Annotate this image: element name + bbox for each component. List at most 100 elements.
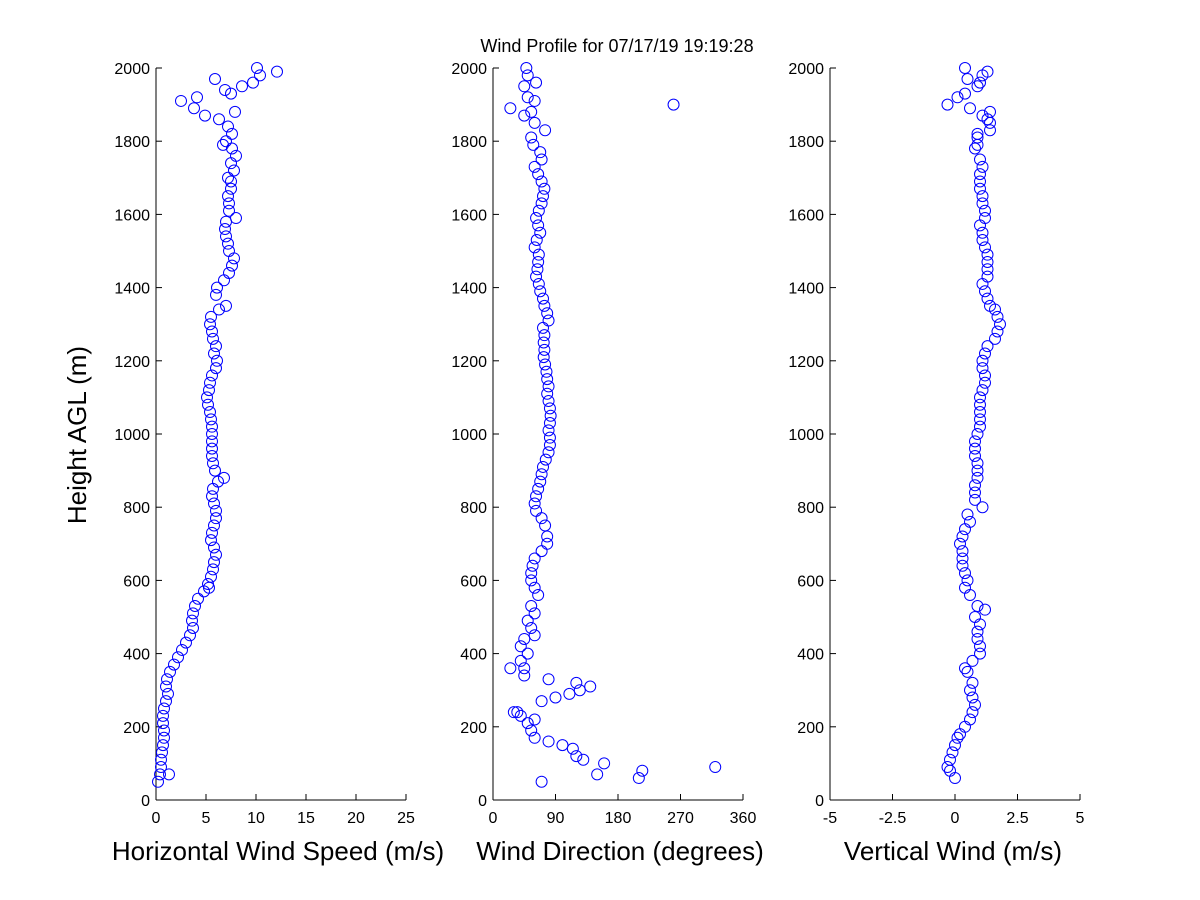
data-point xyxy=(984,124,996,137)
data-point xyxy=(535,775,548,788)
data-point xyxy=(205,534,217,547)
data-point xyxy=(154,768,166,781)
x-axis-label: Horizontal Wind Speed (m/s) xyxy=(112,836,444,866)
data-point xyxy=(537,336,550,349)
data-point xyxy=(974,647,986,660)
data-point xyxy=(944,764,956,777)
data-point xyxy=(528,552,541,565)
data-point xyxy=(168,658,180,671)
data-point xyxy=(974,182,986,195)
data-point xyxy=(541,387,554,400)
data-point xyxy=(667,98,680,111)
data-point xyxy=(971,80,984,93)
data-point xyxy=(954,728,966,741)
data-point xyxy=(158,731,170,744)
x-tick-label: 20 xyxy=(347,810,365,827)
data-point xyxy=(229,105,241,118)
data-point xyxy=(186,614,198,627)
data-point xyxy=(213,113,225,126)
data-point xyxy=(211,354,223,367)
y-axis-label: Height AGL (m) xyxy=(62,346,92,524)
data-point xyxy=(157,739,169,752)
data-point xyxy=(220,135,232,148)
data-point xyxy=(543,438,556,451)
data-point xyxy=(199,109,211,122)
data-point xyxy=(175,94,187,107)
data-point xyxy=(959,87,971,100)
data-point xyxy=(971,457,984,470)
data-point xyxy=(532,248,545,261)
data-point xyxy=(974,398,986,411)
data-point xyxy=(534,146,547,159)
data-point xyxy=(535,512,548,525)
data-point xyxy=(525,574,538,587)
y-tick-label: 0 xyxy=(815,793,824,810)
data-point xyxy=(632,772,645,785)
data-point xyxy=(207,457,219,470)
data-point xyxy=(537,321,549,334)
data-point xyxy=(971,471,984,484)
data-point xyxy=(969,611,981,623)
data-point xyxy=(969,435,981,448)
data-point xyxy=(976,501,989,514)
data-point xyxy=(518,632,531,645)
data-point xyxy=(971,625,984,638)
data-point xyxy=(956,530,969,543)
data-point xyxy=(210,504,222,517)
data-point xyxy=(189,600,201,613)
data-point xyxy=(964,515,976,528)
data-point xyxy=(527,138,540,151)
data-point xyxy=(532,204,545,217)
data-point xyxy=(974,168,986,181)
data-point xyxy=(223,197,235,210)
data-point xyxy=(966,676,979,689)
data-point xyxy=(530,212,543,225)
data-point xyxy=(217,138,229,151)
y-tick-label: 800 xyxy=(123,500,150,517)
data-point xyxy=(226,259,238,272)
data-point xyxy=(961,574,974,587)
data-point xyxy=(525,724,538,737)
data-point xyxy=(944,753,956,766)
x-tick-label: -2.5 xyxy=(879,810,907,827)
data-point xyxy=(208,347,220,360)
data-point xyxy=(535,545,548,558)
data-point xyxy=(969,142,981,155)
data-point xyxy=(521,717,534,730)
data-point xyxy=(541,373,554,386)
data-point xyxy=(976,234,989,247)
data-point xyxy=(205,413,217,426)
data-point xyxy=(974,420,986,433)
data-point xyxy=(542,446,555,459)
data-point xyxy=(525,567,538,580)
data-point xyxy=(954,537,966,550)
data-point xyxy=(218,274,230,287)
x-tick-label: 5 xyxy=(202,810,211,827)
y-tick-label: 1200 xyxy=(114,354,150,371)
y-tick-label: 0 xyxy=(141,793,150,810)
data-point xyxy=(981,255,994,268)
data-point xyxy=(220,230,232,243)
data-point xyxy=(225,175,237,188)
data-point xyxy=(201,391,213,404)
data-point xyxy=(964,684,976,697)
data-point xyxy=(230,149,242,162)
y-tick-label: 1800 xyxy=(114,134,150,151)
y-tick-label: 400 xyxy=(797,647,824,664)
data-point xyxy=(206,428,218,440)
data-point xyxy=(521,69,534,82)
data-point xyxy=(208,497,220,510)
data-point xyxy=(966,706,979,719)
x-tick-label: 180 xyxy=(605,810,632,827)
x-tick-label: 2.5 xyxy=(1006,810,1028,827)
data-point xyxy=(969,493,981,506)
data-point xyxy=(969,442,981,455)
data-point xyxy=(584,680,597,693)
data-point xyxy=(976,384,989,397)
data-point xyxy=(591,768,604,781)
data-point xyxy=(518,109,531,122)
data-point xyxy=(981,340,994,353)
data-point xyxy=(205,310,217,323)
y-tick-label: 400 xyxy=(123,647,150,664)
data-point xyxy=(511,706,524,719)
